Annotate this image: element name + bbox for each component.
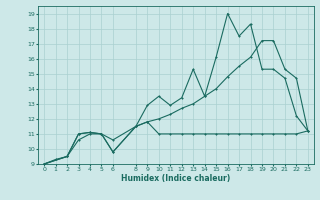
X-axis label: Humidex (Indice chaleur): Humidex (Indice chaleur) [121,174,231,183]
